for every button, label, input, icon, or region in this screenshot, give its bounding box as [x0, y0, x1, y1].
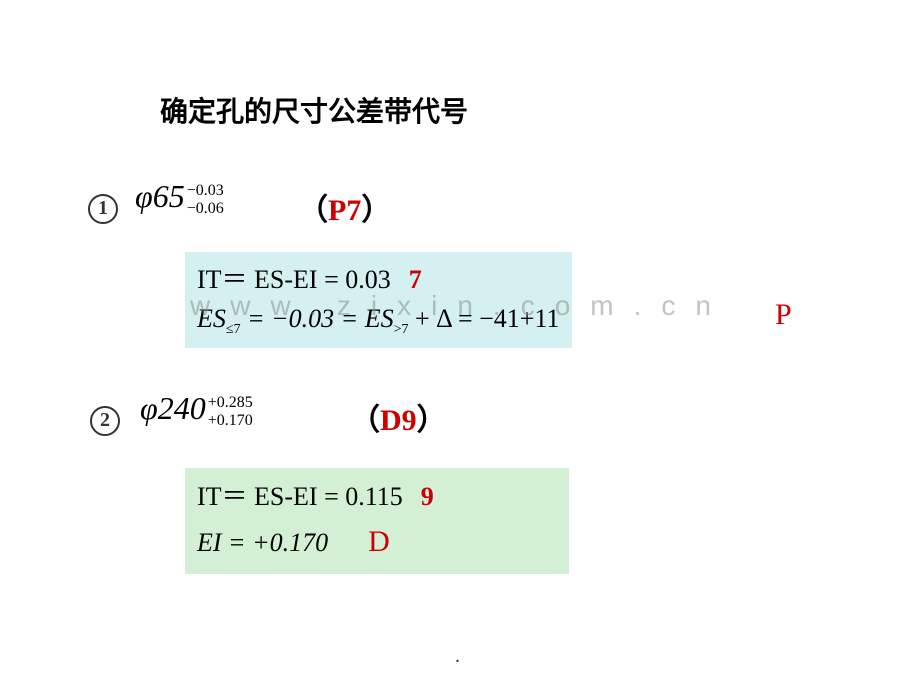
code-paren-2: （D9） [350, 395, 447, 439]
lower-dev-2: +0.170 [208, 412, 253, 429]
page-title: 确定孔的尺寸公差带代号 [160, 90, 468, 130]
circled-1: 1 [88, 194, 118, 224]
es-mid: = −0.03 = [241, 304, 365, 333]
result-p: P [775, 298, 792, 332]
code-d9: D9 [380, 404, 417, 437]
grade-9: 9 [421, 482, 434, 511]
tolerance-stack-2: +0.285+0.170 [208, 394, 253, 429]
ei-line: EI = +0.170 D [197, 518, 557, 566]
phi-symbol-2: φ [140, 390, 158, 426]
circled-2: 2 [90, 406, 120, 436]
grade-7: 7 [409, 265, 422, 294]
footer-dot: . [455, 645, 460, 668]
code-paren-1: （P7） [298, 185, 391, 229]
tolerance-stack-1: −0.03−0.06 [187, 182, 224, 217]
paren-close-1: ） [361, 194, 391, 227]
calc-block-2: IT＝ ES-EI = 0.115 9 EI = +0.170 D [185, 468, 569, 574]
es1: ES [197, 304, 226, 333]
result-d: D [368, 525, 390, 558]
calc-block-1: IT＝ ES-EI = 0.037 ES≤7 = −0.03 = ES>7 + … [185, 252, 572, 348]
ei-calc: EI = +0.170 [197, 528, 328, 557]
base-1: 65 [153, 178, 185, 214]
es1-sub: ≤7 [226, 322, 241, 337]
es2: ES [365, 304, 394, 333]
formula-2: φ240+0.285+0.170 [140, 390, 253, 429]
upper-dev-1: −0.03 [187, 182, 224, 199]
formula-1: φ65−0.03−0.06 [135, 178, 224, 217]
paren-open-2: （ [350, 404, 380, 437]
it-calc-2: IT＝ ES-EI = 0.115 [197, 482, 403, 511]
it-line-1: IT＝ ES-EI = 0.03 7 [197, 260, 560, 299]
es-line-1: ES≤7 = −0.03 = ES>7 + Δ = −41+11 [197, 299, 560, 340]
code-p7: P7 [328, 194, 361, 227]
lower-dev-1: −0.06 [187, 200, 224, 217]
paren-open-1: （ [298, 194, 328, 227]
upper-dev-2: +0.285 [208, 394, 253, 411]
es-rest: + Δ = −41+11 [409, 304, 560, 333]
es2-sub: >7 [394, 322, 409, 337]
phi-symbol-1: φ [135, 178, 153, 214]
it-calc-1: IT＝ ES-EI = 0.03 [197, 265, 391, 294]
it-line-2: IT＝ ES-EI = 0.115 9 [197, 476, 557, 518]
item-2-number: 2 [90, 400, 120, 436]
paren-close-2: ） [417, 404, 447, 437]
base-2: 240 [158, 390, 206, 426]
item-1-number: 1 [88, 188, 118, 224]
